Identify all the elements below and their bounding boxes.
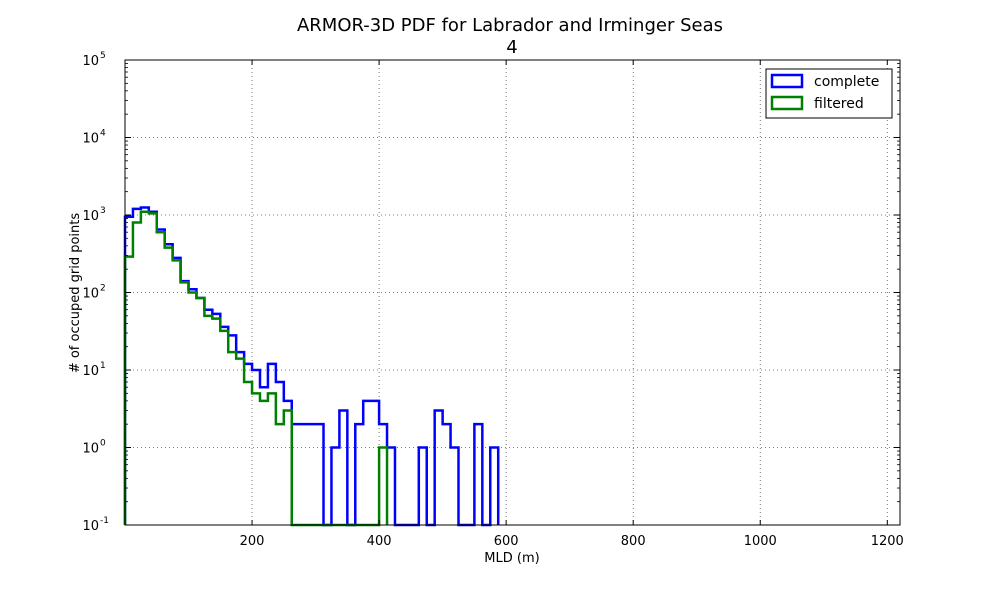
legend-swatch-complete [770, 73, 804, 89]
x-tick-label: 600 [494, 534, 519, 549]
x-tick-label: 800 [621, 534, 646, 549]
x-tick-label: 1000 [744, 534, 777, 549]
y-tick-exponent: 2 [100, 284, 106, 294]
grid [125, 60, 900, 525]
y-tick-label: 10 [82, 287, 99, 302]
legend-label-filtered: filtered [814, 96, 864, 112]
legend-swatch-filtered [770, 95, 804, 111]
series-complete-step [123, 206, 500, 527]
y-tick-exponent: -1 [100, 516, 109, 526]
y-tick-label: 10 [82, 519, 99, 534]
chart-title: ARMOR-3D PDF for Labrador and Irminger S… [297, 15, 723, 36]
x-tick-label: 200 [240, 534, 265, 549]
y-tick-exponent: 1 [100, 361, 106, 371]
chart-subtitle: 4 [506, 37, 517, 58]
y-tick-exponent: 5 [100, 51, 106, 61]
legend-label-complete: complete [814, 74, 879, 90]
y-tick-label: 10 [82, 54, 99, 69]
legend: complete filtered [765, 68, 893, 119]
plot-area [123, 206, 500, 527]
x-tick-label: 400 [367, 534, 392, 549]
x-axis-label: MLD (m) [484, 551, 539, 566]
y-tick-exponent: 0 [100, 439, 106, 449]
y-tick-exponent: 4 [100, 129, 106, 139]
y-tick-label: 10 [82, 364, 99, 379]
x-tick-label: 1200 [871, 534, 904, 549]
y-tick-label: 10 [82, 209, 99, 224]
y-tick-label: 10 [82, 442, 99, 457]
y-axis-label: # of occuped grid points [68, 213, 83, 374]
y-tick-exponent: 3 [100, 206, 106, 216]
y-tick-label: 10 [82, 132, 99, 147]
